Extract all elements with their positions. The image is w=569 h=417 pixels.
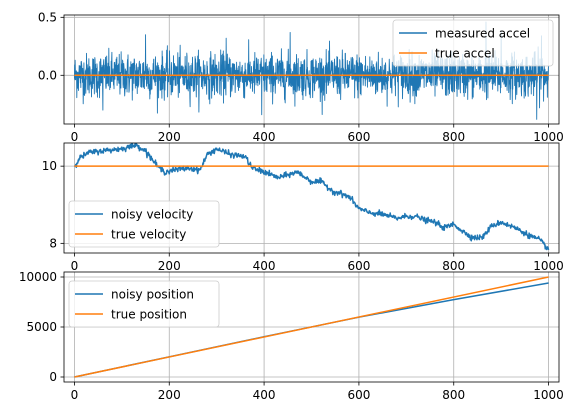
- series-group: [73, 21, 550, 120]
- legend-label: true position: [111, 308, 187, 322]
- x-tick-label: 1000: [533, 130, 564, 144]
- legend-label: noisy position: [111, 288, 194, 302]
- series-group: [73, 143, 550, 251]
- y-tick-label: 8: [49, 236, 57, 250]
- series-line-2: [74, 276, 549, 378]
- subplot-1: 0 200 400 600 800 1000 0.0 0.5 measured accel tru…: [38, 10, 564, 144]
- x-tick-label: 0: [71, 388, 79, 402]
- legend-frame: [392, 19, 554, 67]
- series-line-1: [73, 143, 550, 251]
- axes-frame: [63, 14, 560, 125]
- x-tick-label: 0: [71, 130, 79, 144]
- x-tick-label: 800: [442, 130, 465, 144]
- y-tick-label: 10000: [19, 270, 57, 284]
- y-tick-label: 0.5: [38, 10, 57, 24]
- x-tick-label: 600: [347, 388, 370, 402]
- y-tick-label: 0: [49, 370, 57, 384]
- y-tick-label: 5000: [26, 320, 57, 334]
- x-tick-label: 400: [253, 388, 276, 402]
- axes-frame: [63, 142, 560, 254]
- subplot-2: 0 200 400 600 800 1000 8 10 noisy velocity true v…: [42, 142, 564, 273]
- x-tick-label: 400: [253, 259, 276, 273]
- legend-label: true accel: [435, 47, 495, 61]
- legend: measured accel true accel: [392, 19, 554, 67]
- x-tick-label: 800: [442, 259, 465, 273]
- x-tick-label: 600: [347, 259, 370, 273]
- x-tick-label: 1000: [533, 259, 564, 273]
- legend-label: noisy velocity: [111, 208, 193, 222]
- x-tick-label: 1000: [533, 388, 564, 402]
- legend-label: measured accel: [435, 27, 530, 41]
- legend-frame: [68, 280, 220, 328]
- legend-label: true velocity: [111, 228, 186, 242]
- x-tick-label: 0: [71, 259, 79, 273]
- series-line-1: [73, 21, 550, 120]
- series-group: [74, 276, 549, 378]
- y-tick-label: 0.0: [38, 68, 57, 82]
- x-tick-label: 800: [442, 388, 465, 402]
- x-tick-label: 200: [158, 388, 181, 402]
- x-tick-label: 200: [158, 130, 181, 144]
- legend: noisy position true position: [68, 280, 220, 328]
- y-tick-label: 10: [42, 159, 57, 173]
- x-tick-label: 400: [253, 130, 276, 144]
- x-tick-label: 600: [347, 130, 370, 144]
- legend-frame: [68, 200, 220, 248]
- x-tick-label: 200: [158, 259, 181, 273]
- legend: noisy velocity true velocity: [68, 200, 220, 248]
